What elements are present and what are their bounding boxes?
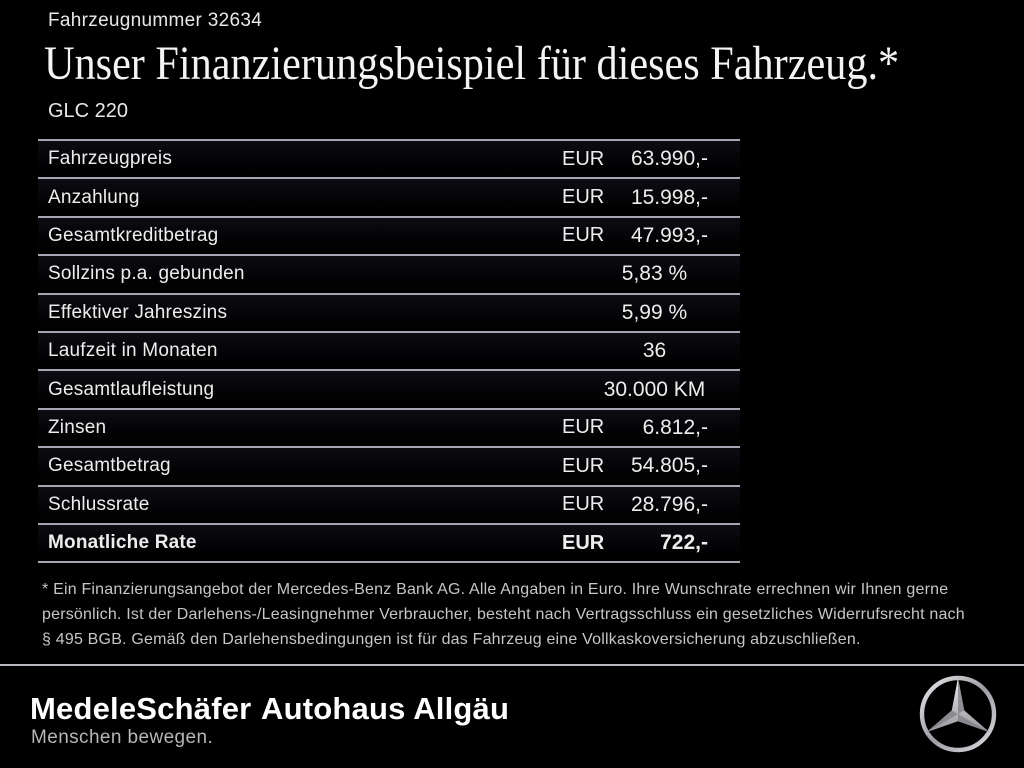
- row-value-group: EUR 28.796,-: [555, 493, 740, 517]
- page-title: Unser Finanzierungsbeispiel für dieses F…: [44, 37, 900, 90]
- table-row: Schlussrate EUR 28.796,-: [38, 484, 740, 523]
- row-value-group: EUR 722,-: [555, 531, 740, 555]
- row-value-group: EUR 47.993,-: [555, 224, 740, 248]
- row-currency: EUR: [562, 416, 605, 439]
- table-row-monthly-rate: Monatliche Rate EUR 722,-: [38, 522, 740, 564]
- row-value: 15.998,-: [630, 185, 708, 209]
- disclaimer-line: persönlich. Ist der Darlehens-/Leasingne…: [42, 606, 965, 623]
- mercedes-star-icon: [919, 675, 997, 753]
- row-value: 63.990,-: [630, 147, 708, 171]
- row-label: Laufzeit in Monaten: [48, 340, 218, 362]
- row-label: Effektiver Jahreszins: [48, 301, 228, 323]
- row-value: 47.993,-: [630, 223, 708, 247]
- row-value-group: EUR 6.812,-: [555, 416, 740, 440]
- disclaimer-line: * Ein Finanzierungsangebot der Mercedes-…: [42, 581, 949, 598]
- row-label: Schlussrate: [48, 493, 150, 515]
- row-label: Fahrzeugpreis: [48, 148, 173, 170]
- table-row: Gesamtbetrag EUR 54.805,-: [38, 446, 740, 485]
- table-row: Effektiver Jahreszins 5,99 %: [38, 292, 740, 331]
- row-currency: EUR: [562, 224, 605, 247]
- row-value: 30.000 KM: [603, 377, 706, 401]
- row-value: 5,83 %: [621, 262, 688, 286]
- dealer-logo-autohaus-allgaeu: Autohaus Allgäu: [261, 691, 510, 726]
- footer-divider: [0, 664, 1024, 666]
- disclaimer-line: § 495 BGB. Gemäß den Darlehensbedingunge…: [42, 631, 861, 648]
- row-value-group: EUR 63.990,-: [555, 147, 740, 171]
- row-value-group: 5,99 %: [555, 301, 740, 325]
- row-currency: EUR: [562, 454, 605, 477]
- row-value: 5,99 %: [621, 300, 688, 324]
- row-label: Zinsen: [48, 416, 107, 438]
- disclaimer-text: * Ein Finanzierungsangebot der Mercedes-…: [42, 577, 965, 652]
- row-label: Monatliche Rate: [48, 532, 197, 554]
- row-label: Gesamtbetrag: [48, 455, 171, 477]
- finance-table: Fahrzeugpreis EUR 63.990,- Anzahlung EUR…: [38, 139, 740, 564]
- row-value-group: 36: [555, 339, 740, 363]
- vehicle-number: Fahrzeugnummer 32634: [48, 10, 263, 31]
- table-row: Anzahlung EUR 15.998,-: [38, 177, 740, 216]
- model-name: GLC 220: [48, 100, 129, 122]
- row-label: Sollzins p.a. gebunden: [48, 263, 245, 285]
- row-value-group: 30.000 KM: [555, 378, 740, 402]
- row-value: 722,-: [660, 531, 708, 555]
- row-label: Gesamtlaufleistung: [48, 378, 215, 400]
- row-currency: EUR: [562, 147, 605, 170]
- row-currency: EUR: [562, 493, 605, 516]
- row-value: 54.805,-: [630, 454, 708, 478]
- row-label: Anzahlung: [48, 186, 140, 208]
- table-row: Fahrzeugpreis EUR 63.990,-: [38, 139, 740, 178]
- table-row: Laufzeit in Monaten 36: [38, 330, 740, 370]
- table-row: Gesamtkreditbetrag EUR 47.993,-: [38, 215, 740, 255]
- table-row: Gesamtlaufleistung 30.000 KM: [38, 369, 740, 408]
- row-currency: EUR: [562, 186, 605, 209]
- table-row: Sollzins p.a. gebunden 5,83 %: [38, 254, 740, 293]
- table-row: Zinsen EUR 6.812,-: [38, 407, 740, 447]
- row-value: 36: [642, 339, 667, 363]
- row-value-group: EUR 54.805,-: [555, 454, 740, 478]
- row-value: 28.796,-: [630, 492, 708, 516]
- row-value-group: EUR 15.998,-: [555, 186, 740, 210]
- row-label: Gesamtkreditbetrag: [48, 224, 219, 246]
- row-value: 6.812,-: [642, 415, 708, 439]
- dealer-slogan: Menschen bewegen.: [31, 727, 214, 748]
- row-currency: EUR: [562, 531, 605, 554]
- dealer-logo-medele-schaefer: MedeleSchäfer: [30, 691, 252, 726]
- row-value-group: 5,83 %: [555, 262, 740, 286]
